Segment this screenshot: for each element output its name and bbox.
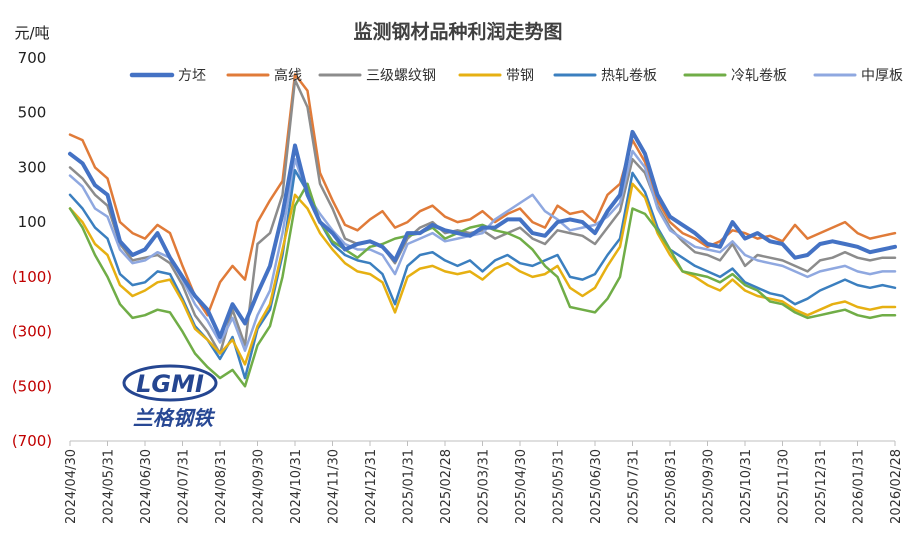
legend-label: 方坯 xyxy=(178,68,206,84)
x-axis-ticks: 2024/04/30 2024/05/31 2024/06/30 2024/07/31… xyxy=(64,441,904,524)
legend-label: 高线 xyxy=(274,67,302,84)
x-tick-label: 2024/09/30 xyxy=(252,449,267,524)
x-tick-label: 2024/12/31 xyxy=(364,449,379,524)
watermark: LGMI 兰格钢铁 xyxy=(122,364,218,430)
x-tick-label: 2025/11/30 xyxy=(777,449,792,524)
x-tick-label: 2026/02/28 xyxy=(889,449,904,524)
y-tick-label: 500 xyxy=(18,104,47,122)
legend-label: 带钢 xyxy=(506,68,534,84)
x-tick-label: 2025/08/31 xyxy=(664,449,679,524)
x-tick-label: 2025/02/28 xyxy=(439,449,454,524)
legend: 方坯 高线 三级螺纹钢 带钢 热轧卷板 冷轧卷板 中厚板 xyxy=(129,67,903,84)
y-tick-label: 700 xyxy=(18,49,47,67)
x-tick-label: 2025/04/30 xyxy=(514,449,529,524)
x-tick-label: 2024/08/31 xyxy=(214,449,229,524)
y-axis-unit-label: 元/吨 xyxy=(14,24,49,42)
x-tick-label: 2025/12/31 xyxy=(814,449,829,524)
y-tick-label: (700) xyxy=(12,432,52,450)
series-line-3 xyxy=(68,182,897,366)
y-tick-label: (300) xyxy=(12,323,52,341)
x-tick-label: 2024/05/31 xyxy=(102,449,117,524)
x-tick-label: 2025/01/31 xyxy=(402,449,417,524)
chart-title: 监测钢材品种利润走势图 xyxy=(353,20,562,43)
x-tick-label: 2024/04/30 xyxy=(64,449,79,524)
series-lines xyxy=(68,73,897,388)
watermark-logo-text: LGMI xyxy=(136,370,204,398)
x-tick-label: 2025/06/30 xyxy=(589,449,604,524)
series-line-5 xyxy=(68,182,897,388)
watermark-brand-text: 兰格钢铁 xyxy=(133,406,216,430)
x-tick-label: 2025/09/30 xyxy=(702,449,717,524)
series-line-0 xyxy=(68,129,897,339)
y-axis-ticks: 700 500 300 100 (100) (300) (500) (700) xyxy=(12,49,52,450)
series-line-2 xyxy=(68,78,897,355)
y-tick-label: (100) xyxy=(12,268,52,286)
legend-label: 中厚板 xyxy=(861,68,903,84)
y-tick-label: (500) xyxy=(12,377,52,395)
x-tick-label: 2024/07/31 xyxy=(177,449,192,524)
y-tick-label: 100 xyxy=(18,213,47,231)
x-tick-label: 2026/01/31 xyxy=(852,449,867,524)
x-tick-label: 2024/10/31 xyxy=(289,449,304,524)
x-tick-label: 2025/07/31 xyxy=(627,449,642,524)
legend-label: 热轧卷板 xyxy=(601,68,657,84)
x-tick-label: 2025/10/31 xyxy=(739,449,754,524)
x-tick-label: 2024/06/30 xyxy=(139,449,154,524)
series-line-4 xyxy=(68,168,897,380)
x-tick-label: 2025/03/31 xyxy=(477,449,492,524)
x-tick-label: 2024/11/30 xyxy=(327,449,342,524)
x-tick-label: 2025/05/31 xyxy=(552,449,567,524)
y-tick-label: 300 xyxy=(18,158,47,176)
legend-label: 三级螺纹钢 xyxy=(366,68,436,84)
watermark-logo-ring-icon xyxy=(122,364,218,402)
series-line-6 xyxy=(68,149,897,352)
legend-label: 冷轧卷板 xyxy=(731,68,787,84)
series-line-1 xyxy=(68,73,897,317)
